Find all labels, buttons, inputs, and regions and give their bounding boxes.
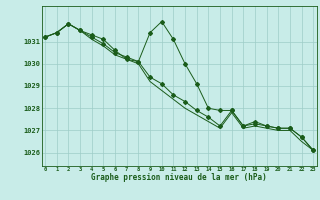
X-axis label: Graphe pression niveau de la mer (hPa): Graphe pression niveau de la mer (hPa)	[91, 173, 267, 182]
